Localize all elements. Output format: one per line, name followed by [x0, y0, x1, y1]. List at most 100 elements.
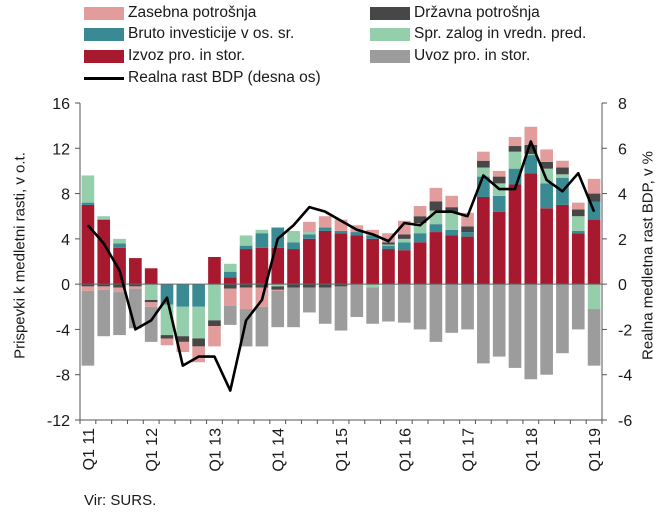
bar-segment [271, 247, 285, 285]
bar-segment [429, 201, 443, 211]
bar-segment [271, 289, 285, 291]
bar-segment [540, 161, 553, 169]
legend-item-zasebna-potrosnja: Zasebna potrošnja [84, 4, 256, 22]
bar-segment [239, 249, 253, 285]
bar-segment [571, 216, 585, 231]
bar-segment [571, 233, 585, 285]
bar-segment [255, 247, 269, 285]
bar-segment [176, 341, 190, 353]
bar-segment [144, 268, 158, 285]
bar-segment [524, 126, 538, 145]
bar-segment [239, 284, 253, 288]
y-tick-label-right: 8 [618, 96, 627, 113]
bar-segment [160, 338, 174, 346]
bar-segment [350, 235, 364, 285]
bar-segment [223, 263, 237, 272]
legend-swatch [370, 27, 410, 41]
bar-segment [492, 170, 506, 177]
bar-segment [223, 288, 237, 306]
bar-segment [97, 286, 111, 290]
bar-segment [508, 284, 522, 368]
bar-segment [508, 184, 522, 285]
bar-segment [413, 206, 427, 217]
legend-label: Izvoz pro. in stor. [128, 47, 246, 64]
legend-swatch [370, 6, 410, 20]
bar-segment [571, 202, 585, 210]
bar-segment [303, 234, 316, 239]
legend-item-drzavna-potrosnja: Državna potrošnja [370, 4, 540, 22]
bar-segment [524, 155, 538, 174]
y-axis-label-right: Realna medletna rast BDP, v % [639, 151, 657, 360]
bar-segment [113, 243, 126, 248]
bar-segment [366, 229, 379, 236]
legend-swatch [84, 6, 124, 20]
bar-segment [366, 235, 379, 239]
gdp-growth-line [86, 140, 596, 392]
bar-segment [429, 232, 443, 285]
bar-segment [524, 284, 538, 380]
bar-segment [287, 242, 300, 250]
bar-segment [97, 216, 111, 220]
bar-segment [508, 151, 522, 169]
bar-segment [492, 211, 506, 285]
bar-segment [223, 271, 237, 278]
bar-segment [318, 287, 332, 324]
bar-segment [81, 284, 95, 287]
bar-segment [176, 284, 190, 307]
bar-segment [556, 174, 569, 178]
bar-segment [445, 212, 459, 230]
bar-segment [587, 178, 601, 194]
legend-swatch [84, 49, 124, 63]
bar-segment [113, 247, 126, 285]
bar-segment [540, 149, 553, 162]
bar-segment [223, 305, 237, 325]
y-tick-label-left: 8 [61, 187, 70, 204]
bar-segment [524, 153, 538, 156]
y-axis-label-left: Prispevki k medletni rasti, v o.t. [11, 152, 29, 359]
bar-segment [303, 287, 316, 313]
bar-segment [477, 160, 490, 168]
bar-segment [334, 230, 348, 234]
bar-segment [540, 284, 553, 375]
bar-segment [81, 290, 95, 366]
bar-segment [492, 195, 506, 212]
legend: Zasebna potrošnja Državna potrošnja Brut… [84, 2, 664, 90]
bar-segment [255, 284, 269, 288]
bar-segment [429, 284, 443, 342]
bar-segment [303, 232, 316, 235]
bar-segment [397, 250, 411, 285]
bar-segment [445, 284, 459, 333]
bar-segment [334, 219, 348, 231]
bar-segment [571, 230, 585, 234]
bar-segment [556, 160, 569, 168]
bar-segment [461, 226, 474, 233]
legend-label: Bruto investicije v os. sr. [128, 25, 295, 42]
bar-segment [144, 299, 158, 303]
legend-item-uvoz: Uvoz pro. in stor. [370, 47, 530, 65]
legend-item-realna-rast-bdp: Realna rast BDP (desna os) [84, 69, 321, 87]
bar-segment [556, 284, 569, 354]
bar-segment [144, 284, 158, 300]
bar-segment [571, 284, 585, 330]
y-tick-label-right: 2 [618, 232, 627, 249]
x-tick-label: Q1 17 [461, 428, 478, 472]
bar-segment [271, 284, 285, 287]
bar-segment [556, 204, 569, 285]
y-tick-label-left: 0 [61, 277, 70, 294]
bar-segment [540, 208, 553, 285]
bar-segment [113, 238, 126, 244]
bar-segment [239, 245, 253, 250]
bar-segment [571, 209, 585, 217]
x-tick-label: Q1 18 [524, 428, 541, 472]
bar-segment [129, 258, 142, 285]
legend-swatch [84, 27, 124, 41]
bar-segment [397, 234, 411, 239]
bar-segment [477, 196, 490, 285]
bar-segment [366, 238, 379, 285]
bar-segment [382, 249, 395, 285]
bar-segment [429, 224, 443, 233]
bar-segment [208, 326, 221, 347]
bar-segment [81, 286, 95, 291]
bar-segment [366, 287, 379, 324]
